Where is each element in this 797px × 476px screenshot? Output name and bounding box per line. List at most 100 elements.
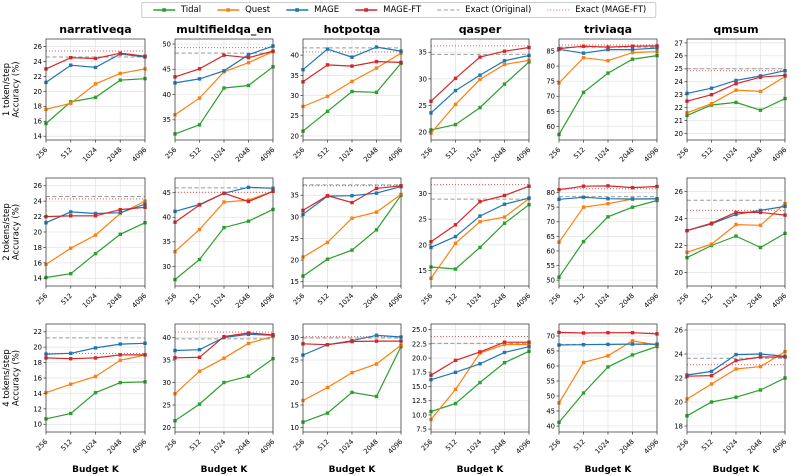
legend-label: Tidal <box>180 5 202 15</box>
x-tick-label: 2048 <box>618 292 636 310</box>
series-marker-quest <box>502 342 507 347</box>
series-marker-quest <box>93 374 98 379</box>
series-marker-tidal <box>502 82 507 86</box>
series-marker-mage <box>93 65 98 70</box>
x-tick-label: 2048 <box>106 438 124 456</box>
y-tick-label: 20 <box>674 269 683 277</box>
y-tick-label: 10 <box>33 421 42 429</box>
series-marker-quest <box>453 387 458 392</box>
series-marker-tidal <box>502 221 507 225</box>
subplot-2tok-qasper: 15 20 25 30 256 512 1024 2048 4096 <box>418 177 533 310</box>
subplot-title: multifieldqa_en <box>176 23 271 36</box>
x-tick-label: 2048 <box>618 438 636 456</box>
x-tick-label: 2048 <box>490 438 508 456</box>
series-marker-mage <box>374 191 379 195</box>
series-marker-mage <box>478 362 482 366</box>
y-tick-label: 14 <box>33 390 42 398</box>
y-tick-label: 15 <box>290 278 299 286</box>
y-tick-label: 65 <box>546 233 555 241</box>
x-tick-label: 4096 <box>259 292 277 310</box>
y-tick-label: 30 <box>418 190 427 198</box>
series-marker-quest <box>197 227 202 232</box>
series-marker-mage <box>758 352 763 356</box>
y-tick-label: 30 <box>290 334 299 342</box>
series-marker-tidal <box>478 380 482 385</box>
subplot-2tok-multifieldqa_en: 30 35 40 45 256 512 1024 2048 4096 <box>162 177 277 310</box>
y-tick-label: 20 <box>33 344 42 352</box>
series-marker-mage <box>197 347 202 352</box>
y-tick-label: 30 <box>418 75 427 83</box>
series-marker-mage_ft <box>453 358 458 363</box>
y-tick-label: 16 <box>33 259 42 267</box>
x-tick-label: 4096 <box>515 438 533 456</box>
series-marker-mage <box>197 77 202 81</box>
subplot-1tok-qasper: 20 25 30 35 256 512 1024 2048 4096 qasper <box>418 23 532 164</box>
series-marker-quest <box>734 367 738 371</box>
series-marker-mage <box>581 343 586 347</box>
series-marker-mage_ft <box>197 67 202 71</box>
series-marker-quest <box>374 362 379 366</box>
series-marker-quest <box>502 62 507 67</box>
series-marker-mage_ft <box>222 191 226 195</box>
x-tick-label: 256 <box>35 146 50 161</box>
series-marker-tidal <box>325 257 330 261</box>
subplot-title: qasper <box>459 23 502 36</box>
series-marker-quest <box>350 370 354 375</box>
x-tick-label: 256 <box>676 292 691 307</box>
series-marker-mage_ft <box>325 194 330 198</box>
series-marker-tidal <box>374 394 379 399</box>
series-marker-mage <box>69 351 73 356</box>
y-tick-label: 40 <box>162 334 171 342</box>
y-tick-label: 30 <box>290 92 299 100</box>
y-tick-label: 27 <box>674 39 683 47</box>
x-tick-label: 4096 <box>771 146 789 164</box>
series-marker-quest <box>453 241 458 246</box>
x-tick-label: 2048 <box>234 292 252 310</box>
series-marker-mage_ft <box>758 210 763 215</box>
y-tick-label: 24 <box>33 58 42 66</box>
subplot-1tok-triviaqa: 60 65 70 75 80 85 256 512 1024 2048 4096 triviaqa <box>546 23 660 164</box>
subplot-1tok-multifieldqa_en: 35 40 45 50 256 512 1024 2048 4096 multifieldqa_e… <box>162 23 276 164</box>
x-tick-label: 4096 <box>643 438 661 456</box>
y-tick-label: 22 <box>33 213 42 221</box>
x-tick-label: 1024 <box>338 438 356 456</box>
x-tick-label: 1024 <box>722 292 740 310</box>
x-tick-label: 1024 <box>594 438 612 456</box>
series-marker-tidal <box>118 232 122 237</box>
series-marker-tidal <box>581 239 586 244</box>
y-tick-label: 18 <box>33 103 42 111</box>
series-marker-quest <box>197 369 202 373</box>
y-tick-label: 45 <box>162 66 171 74</box>
series-marker-mage_ft <box>453 76 458 81</box>
y-tick-label: 80 <box>546 189 555 197</box>
series-marker-tidal <box>734 395 738 399</box>
series-marker-tidal <box>197 402 202 406</box>
x-axis-label: Budget K <box>329 465 377 475</box>
series-marker-mage <box>350 55 354 59</box>
x-tick-label: 1024 <box>722 438 740 456</box>
series-marker-mage <box>118 211 122 215</box>
series-marker-tidal <box>222 380 226 385</box>
series-marker-quest <box>350 79 354 84</box>
y-tick-label: 60 <box>546 362 555 370</box>
series-marker-mage_ft <box>93 56 98 61</box>
series-marker-tidal <box>69 411 73 416</box>
y-tick-label: 24 <box>674 350 683 358</box>
x-tick-label: 4096 <box>771 438 789 456</box>
series-marker-mage <box>606 47 610 52</box>
x-tick-label: 512 <box>444 438 459 453</box>
x-tick-label: 4096 <box>771 292 789 310</box>
y-tick-label: 70 <box>546 218 555 226</box>
x-tick-label: 256 <box>292 438 307 453</box>
y-tick-label: 15 <box>418 267 427 275</box>
x-tick-label: 256 <box>548 292 563 307</box>
series-marker-mage_ft <box>709 92 714 97</box>
series-marker-quest <box>734 88 738 92</box>
series-marker-mage_ft <box>374 186 379 191</box>
series-marker-quest <box>118 71 122 76</box>
y-tick-label: 21 <box>674 117 683 125</box>
x-tick-label: 1024 <box>81 438 99 456</box>
legend-label: Quest <box>245 5 271 15</box>
x-tick-label: 4096 <box>515 292 533 310</box>
y-tick-label: 18 <box>33 359 42 367</box>
